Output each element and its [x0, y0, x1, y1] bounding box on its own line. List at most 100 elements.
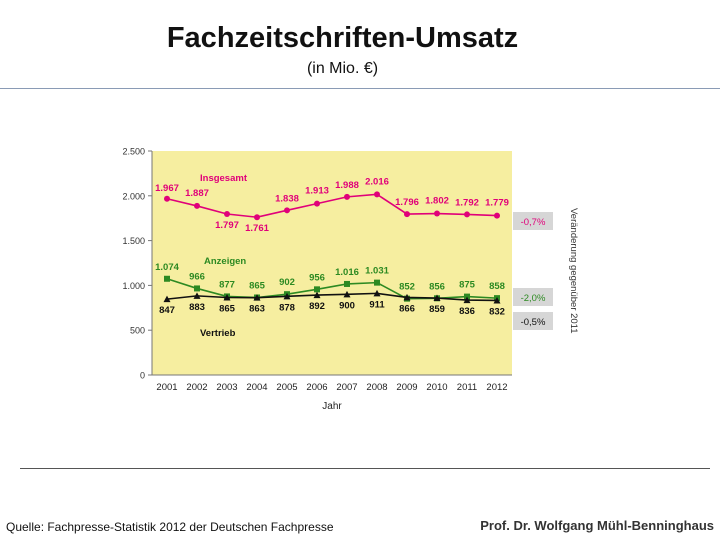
- data-label: 859: [429, 304, 445, 315]
- data-label: 1.031: [365, 266, 389, 277]
- data-point: [223, 293, 231, 301]
- data-point: [464, 211, 470, 218]
- series-name-label: Vertrieb: [200, 328, 236, 339]
- data-label: 865: [219, 303, 236, 314]
- y-axis: 0 500 1.000 1.500 2.000 2.500: [122, 147, 153, 381]
- data-point: [314, 286, 320, 293]
- data-point: [283, 292, 291, 300]
- x-tick-label: 2008: [366, 382, 387, 393]
- plot-area: [152, 151, 512, 375]
- data-label: 836: [459, 306, 475, 317]
- y-tick-label: 2.500: [122, 147, 145, 157]
- data-label: 902: [279, 277, 295, 288]
- slide-subtitle: (in Mio. €): [306, 60, 379, 77]
- data-point: [404, 211, 410, 218]
- data-label: 1.797: [215, 220, 239, 231]
- x-tick-label: 2011: [457, 382, 477, 393]
- top-divider: [0, 88, 720, 89]
- author-name: Prof. Dr. Wolfgang Mühl-Benninghaus: [480, 518, 714, 533]
- x-tick-label: 2007: [336, 382, 357, 393]
- x-axis-label: Jahr: [322, 401, 342, 412]
- data-point: [374, 279, 380, 286]
- data-label: 1.761: [245, 223, 269, 234]
- data-label: 1.792: [455, 197, 479, 208]
- data-point: [344, 280, 350, 287]
- change-box-background: [513, 312, 553, 330]
- data-label: 1.967: [155, 183, 179, 194]
- data-label: 1.988: [335, 180, 359, 191]
- x-tick-label: 2001: [156, 382, 177, 393]
- data-point: [163, 295, 171, 303]
- data-label: 878: [279, 302, 295, 313]
- data-label: 866: [399, 303, 415, 314]
- change-value: -0,7%: [521, 217, 546, 228]
- data-label: 1.074: [155, 262, 179, 273]
- data-point: [344, 193, 350, 200]
- data-label: 900: [339, 300, 355, 311]
- data-point: [374, 191, 380, 198]
- data-point: [343, 290, 351, 298]
- change-box-background: [513, 288, 553, 306]
- y-tick-label: 2.000: [122, 191, 145, 201]
- data-label: 1.802: [425, 196, 449, 207]
- data-point: [194, 285, 200, 292]
- series-name-label: Insgesamt: [200, 173, 248, 184]
- y-tick-label: 1.500: [122, 236, 145, 246]
- change-value: -0,5%: [521, 317, 546, 328]
- data-label: 852: [399, 282, 415, 293]
- x-tick-label: 2010: [426, 382, 447, 393]
- data-point: [253, 294, 261, 301]
- data-label: 956: [309, 272, 325, 283]
- data-label: 1.838: [275, 193, 299, 204]
- data-label: 877: [219, 279, 235, 290]
- data-point: [493, 296, 501, 304]
- data-label: 911: [369, 299, 385, 310]
- data-label: 966: [189, 271, 205, 282]
- y-tick-label: 500: [130, 326, 145, 336]
- data-point: [373, 289, 381, 297]
- data-point: [284, 207, 290, 214]
- data-label: 1.016: [335, 267, 359, 278]
- data-label: 1.796: [395, 197, 419, 208]
- data-label: 1.887: [185, 188, 209, 199]
- data-point: [494, 212, 500, 219]
- x-tick-label: 2003: [216, 382, 237, 393]
- change-axis-label: Veränderung gegenüber 2011: [568, 208, 579, 334]
- bottom-divider: [20, 468, 710, 469]
- data-label: 1.779: [485, 198, 509, 209]
- data-point: [193, 292, 201, 299]
- data-label: 865: [249, 280, 266, 291]
- data-label: 856: [429, 281, 445, 292]
- change-box: -0,7%: [513, 212, 553, 230]
- change-panel: -0,7% -2,0% -0,5% Veränderung gegenüber 201…: [513, 208, 579, 334]
- series-layer: 1.967 1.887 1.797 1.761 1.838 1.913 1.988 2.016…: [155, 173, 509, 339]
- data-point: [224, 210, 230, 217]
- data-label: 1.913: [305, 186, 329, 197]
- y-tick-label: 1.000: [122, 281, 145, 291]
- x-tick-label: 2012: [486, 382, 507, 393]
- data-label: 858: [489, 281, 505, 292]
- data-label: 2.016: [365, 176, 389, 187]
- data-point: [434, 210, 440, 217]
- series-line: [166, 292, 498, 302]
- y-tick-label: 0: [140, 371, 145, 381]
- source-note: Quelle: Fachpresse-Statistik 2012 der De…: [6, 520, 334, 534]
- data-point: [433, 294, 441, 302]
- data-label: 892: [309, 301, 325, 312]
- x-tick-label: 2005: [276, 382, 297, 393]
- series-line: [166, 193, 498, 219]
- data-point: [314, 200, 320, 207]
- slide-title: Fachzeitschriften-Umsatz: [166, 22, 519, 54]
- change-value: -2,0%: [521, 293, 546, 304]
- data-point: [164, 195, 170, 202]
- data-point: [164, 275, 170, 282]
- change-box: -2,0%: [513, 288, 553, 306]
- series-vertrieb: 847 883 865 863 878 892 900 911 866 859 836 832 Vert…: [159, 289, 505, 339]
- data-point: [463, 296, 471, 304]
- x-tick-label: 2009: [396, 382, 417, 393]
- series-name-label: Anzeigen: [204, 256, 246, 267]
- data-point: [194, 202, 200, 209]
- data-label: 863: [249, 304, 265, 315]
- data-label: 832: [489, 306, 505, 317]
